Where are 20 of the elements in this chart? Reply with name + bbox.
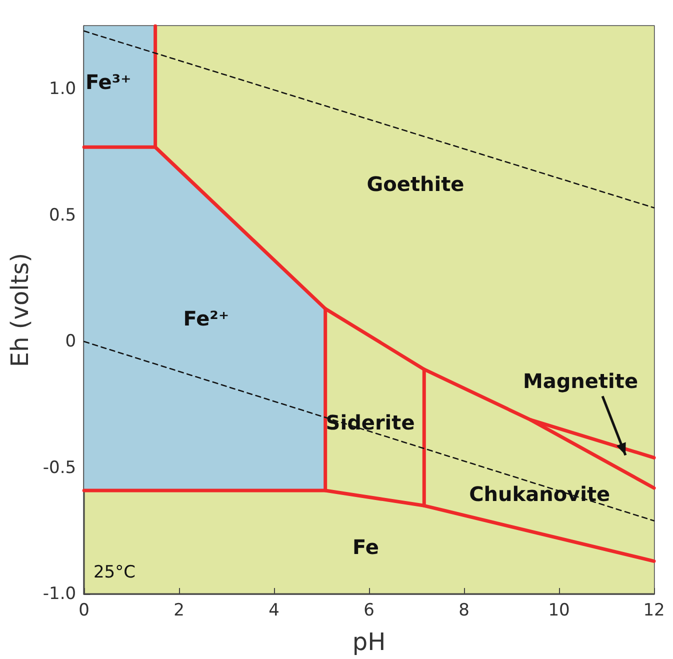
y-tick-label: 0.5 [49,205,76,226]
annotation: Fe³⁺ [85,70,132,94]
y-tick-label: -0.5 [42,458,76,478]
annotation: Magnetite [522,369,638,394]
x-tick-label: 0 [78,600,90,620]
annotation: 25°C [93,562,136,582]
x-tick-label: 2 [174,600,184,620]
y-axis-title: Eh (volts) [6,252,34,368]
x-tick-label: 6 [364,600,374,620]
x-tick-label: 10 [548,600,570,620]
x-tick-label: 4 [268,600,280,620]
annotation: Fe²⁺ [183,306,229,330]
y-tick-label: 0 [65,332,76,352]
y-tick-label: -1.0 [42,584,76,604]
x-tick-label: 12 [643,600,665,620]
y-tick-label: 1.0 [49,79,76,100]
x-tick-label: 8 [458,600,470,620]
annotation: Goethite [366,172,464,196]
annotation: Fe [352,535,379,560]
x-axis-title: pH [352,628,386,656]
